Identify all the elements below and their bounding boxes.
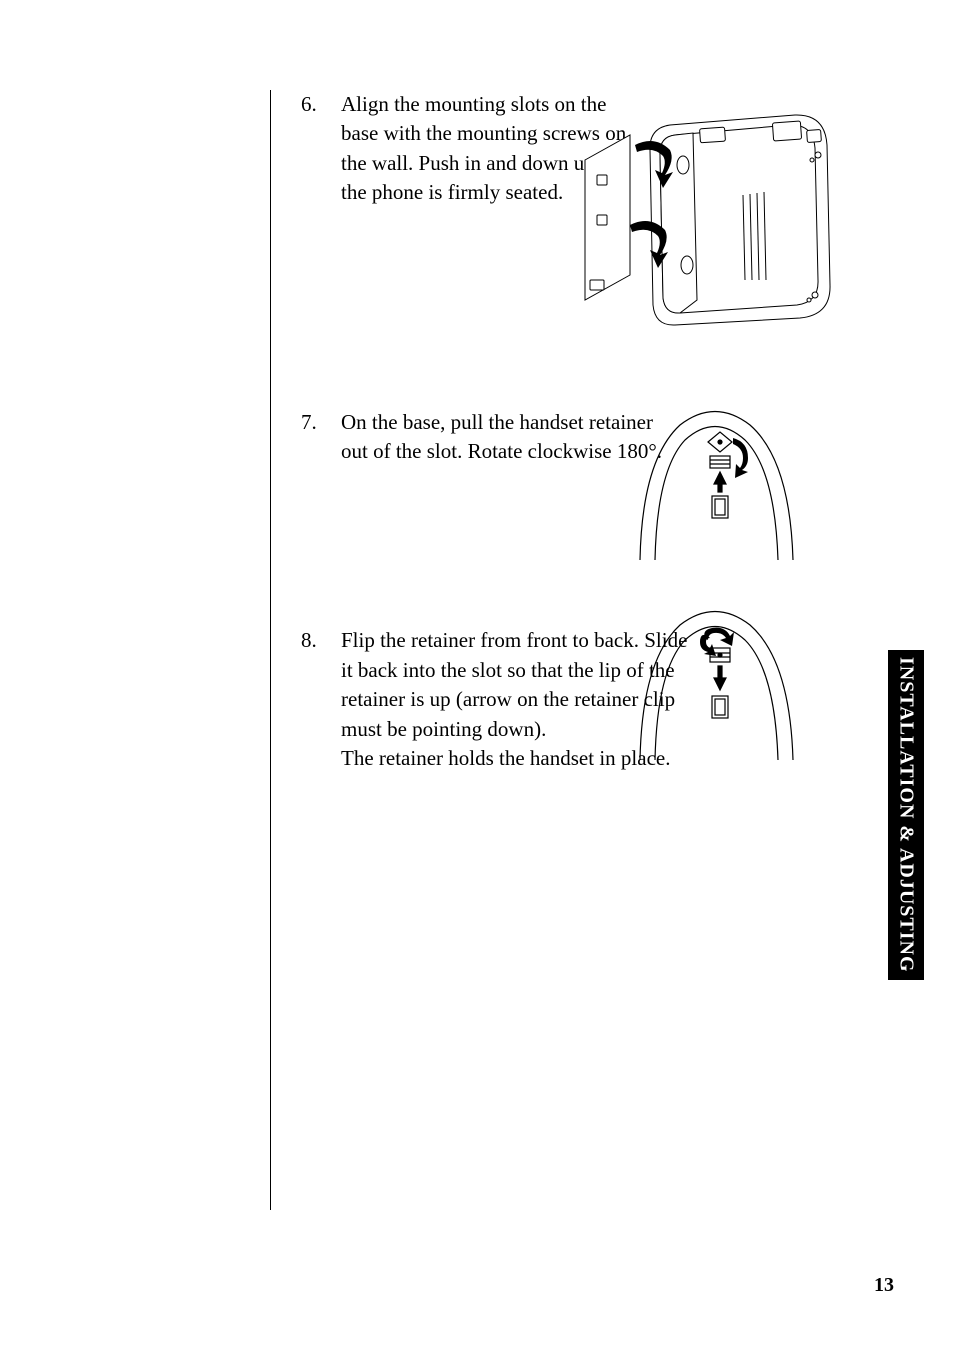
side-tab-label: INSTALLATION & ADJUSTING — [895, 657, 918, 973]
retainer-flip-illustration — [630, 600, 805, 760]
step-number: 8. — [301, 626, 341, 773]
step-number: 6. — [301, 90, 341, 208]
page-number: 13 — [874, 1274, 894, 1297]
step-number: 7. — [301, 408, 341, 467]
side-tab: INSTALLATION & ADJUSTING — [888, 650, 924, 980]
phone-wall-mount-illustration — [575, 110, 835, 330]
retainer-rotate-illustration — [630, 400, 805, 560]
step-text: On the base, pull the handset retainer o… — [341, 408, 671, 467]
